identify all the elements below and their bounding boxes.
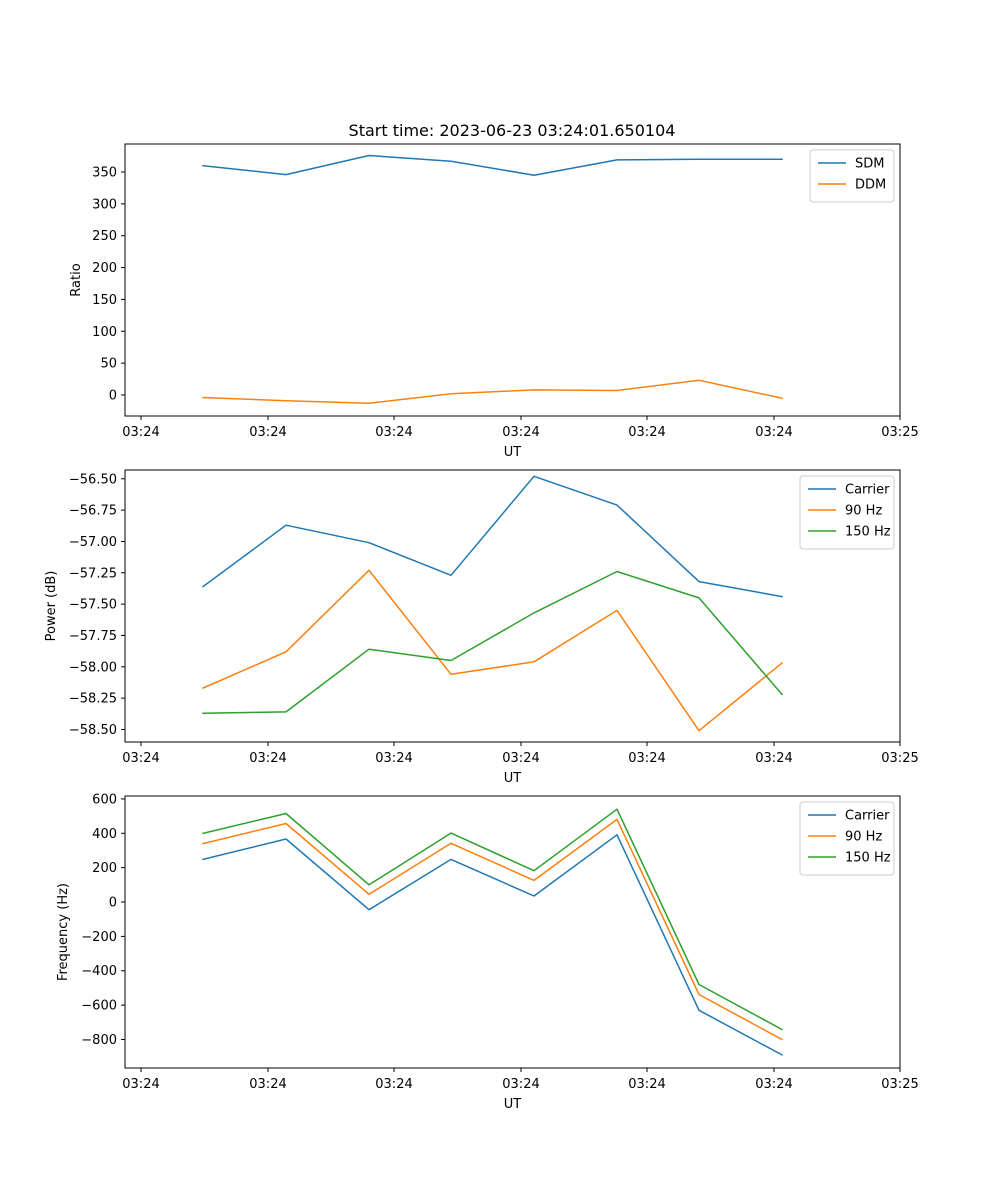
y-tick-label: 400 bbox=[92, 827, 117, 842]
y-tick-label: −57.00 bbox=[69, 535, 117, 550]
legend-label: 90 Hz bbox=[845, 504, 882, 519]
x-tick-label: 03:24 bbox=[628, 1077, 665, 1092]
y-tick-label: 0 bbox=[109, 896, 117, 911]
y-tick-label: 350 bbox=[92, 166, 117, 181]
legend: Carrier 90 Hz 150 Hz bbox=[799, 801, 895, 876]
x-tick-label: 03:25 bbox=[881, 751, 918, 766]
y-tick-label: −56.75 bbox=[69, 504, 117, 519]
y-tick-label: −58.25 bbox=[69, 692, 117, 707]
series-line-sdm bbox=[202, 154, 783, 176]
x-tick-label: 03:25 bbox=[881, 425, 918, 440]
legend-label: 90 Hz bbox=[845, 830, 882, 845]
chart-title: Start time: 2023-06-23 03:24:01.650104 bbox=[349, 121, 676, 140]
axes-frame bbox=[124, 469, 901, 743]
y-tick-label: 200 bbox=[92, 261, 117, 276]
series-line-150-hz bbox=[202, 808, 784, 1031]
x-axis-label: UT bbox=[504, 771, 522, 786]
y-axis-label: Ratio bbox=[69, 263, 84, 296]
series-line-150-hz bbox=[202, 570, 784, 714]
y-tick-label: −58.50 bbox=[69, 723, 117, 738]
y-axis-label: Power (dB) bbox=[44, 571, 59, 642]
y-tick-label: 250 bbox=[92, 229, 117, 244]
legend-label: Carrier bbox=[845, 483, 890, 498]
ratio-panel: 0 50 100 150 200 250 300 350 03:24 03:24 03:24 03:2… bbox=[69, 143, 919, 460]
y-tick-label: −600 bbox=[81, 999, 117, 1014]
x-tick-label: 03:24 bbox=[249, 1077, 286, 1092]
y-tick-label: 0 bbox=[109, 388, 117, 403]
frequency-panel: −800 −600 −400 −200 0 200 400 600 03:24 03:24 03:2… bbox=[56, 792, 919, 1112]
x-tick-label: 03:24 bbox=[502, 1077, 539, 1092]
legend-label: 150 Hz bbox=[845, 851, 891, 866]
y-axis-label: Frequency (Hz) bbox=[56, 883, 71, 981]
y-tick-label: −400 bbox=[81, 964, 117, 979]
x-tick-label: 03:24 bbox=[375, 1077, 412, 1092]
x-tick-label: 03:24 bbox=[502, 751, 539, 766]
x-tick-label: 03:24 bbox=[502, 425, 539, 440]
legend-label: DDM bbox=[855, 178, 886, 193]
y-tick-label: 200 bbox=[92, 861, 117, 876]
legend-label: SDM bbox=[855, 157, 884, 172]
y-tick-label: 100 bbox=[92, 325, 117, 340]
x-tick-label: 03:25 bbox=[881, 1077, 918, 1092]
axes-frame bbox=[124, 143, 901, 417]
legend-label: 150 Hz bbox=[845, 525, 891, 540]
x-tick-label: 03:24 bbox=[375, 751, 412, 766]
y-tick-label: −200 bbox=[81, 930, 117, 945]
y-tick-label: −57.50 bbox=[69, 598, 117, 613]
x-axis-label: UT bbox=[504, 445, 522, 460]
x-tick-label: 03:24 bbox=[375, 425, 412, 440]
y-tick-label: −57.75 bbox=[69, 629, 117, 644]
series-line-ddm bbox=[202, 379, 783, 405]
y-tick-label: −58.00 bbox=[69, 660, 117, 675]
legend: SDM DDM bbox=[809, 149, 895, 203]
series-line-90-hz bbox=[202, 569, 784, 732]
x-tick-label: 03:24 bbox=[755, 751, 792, 766]
y-tick-label: −800 bbox=[81, 1033, 117, 1048]
x-tick-label: 03:24 bbox=[122, 425, 159, 440]
x-tick-label: 03:24 bbox=[628, 751, 665, 766]
x-tick-label: 03:24 bbox=[755, 1077, 792, 1092]
y-tick-label: 50 bbox=[100, 357, 117, 372]
y-tick-label: 300 bbox=[92, 197, 117, 212]
power-panel: −58.50 −58.25 −58.00 −57.75 −57.50 −57.25 −57.… bbox=[44, 469, 919, 786]
series-line-carrier bbox=[202, 834, 784, 1056]
x-tick-label: 03:24 bbox=[122, 1077, 159, 1092]
x-tick-label: 03:24 bbox=[249, 425, 286, 440]
legend-label: Carrier bbox=[845, 809, 890, 824]
axes-frame bbox=[124, 795, 901, 1069]
legend: Carrier 90 Hz 150 Hz bbox=[799, 475, 895, 550]
y-tick-label: −56.50 bbox=[69, 472, 117, 487]
x-tick-label: 03:24 bbox=[122, 751, 159, 766]
y-tick-label: 150 bbox=[92, 293, 117, 308]
x-tick-label: 03:24 bbox=[249, 751, 286, 766]
x-axis-label: UT bbox=[504, 1097, 522, 1112]
y-tick-label: −57.25 bbox=[69, 566, 117, 581]
x-tick-label: 03:24 bbox=[628, 425, 665, 440]
series-line-90-hz bbox=[202, 818, 784, 1041]
y-tick-label: 600 bbox=[92, 792, 117, 807]
x-tick-label: 03:24 bbox=[755, 425, 792, 440]
series-line-carrier bbox=[201, 475, 783, 598]
